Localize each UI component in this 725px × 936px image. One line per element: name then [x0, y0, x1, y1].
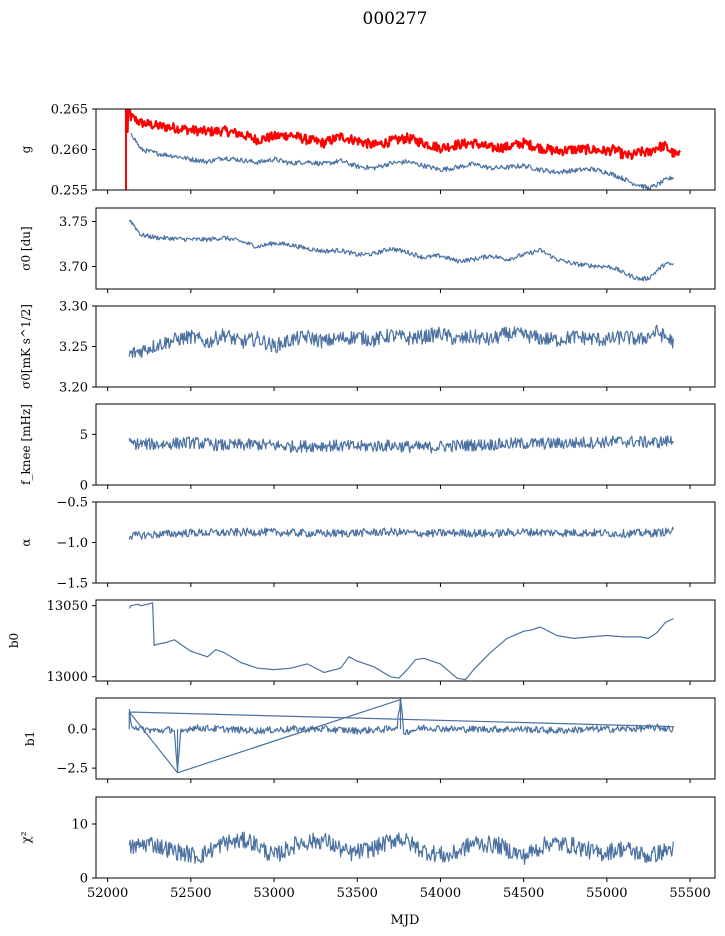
y-tick-label: −0.5 — [56, 496, 88, 511]
y-tick-label: 3.75 — [59, 215, 88, 230]
y-axis-label: b1 — [23, 731, 37, 746]
series-line-4-1 — [128, 435, 674, 454]
x-tick-label: 52000 — [87, 886, 128, 901]
axes-frame — [95, 207, 716, 290]
panel-2: 3.70 3.75 σ0 [du] — [19, 207, 716, 293]
panel-6: 13000 13050 b0 — [7, 599, 716, 685]
y-axis-label: f_knee [mHz] — [19, 404, 33, 485]
series-line-2-1 — [128, 219, 674, 282]
y-tick-label: −1.5 — [56, 577, 88, 592]
panel-4: 0 5 f_knee [mHz] — [19, 403, 716, 494]
y-axis-label: b0 — [7, 633, 21, 648]
y-tick-label: 3.30 — [59, 300, 88, 315]
y-tick-label: −2.5 — [56, 762, 88, 777]
x-tick-label: 53500 — [337, 886, 378, 901]
series-line-7-1 — [128, 698, 675, 774]
y-tick-label: 0.255 — [51, 184, 88, 199]
panel-5: −1.5 −1.0 −0.5 α — [19, 496, 716, 592]
axes-frame — [95, 697, 716, 780]
axes-frame — [95, 796, 716, 879]
x-tick-label: 55500 — [669, 886, 710, 901]
y-tick-label: 0 — [80, 479, 88, 494]
figure-title: 000277 — [363, 9, 428, 29]
y-tick-label: −1.0 — [56, 536, 88, 551]
y-tick-label: 10 — [71, 818, 88, 833]
series-line-6-1 — [128, 602, 674, 681]
y-tick-label: 3.20 — [59, 381, 88, 396]
series-line-8-1 — [128, 831, 674, 866]
panel-1: 0.255 0.260 0.265 g — [19, 103, 716, 199]
panel-7: −2.5 0.0 b1 — [23, 697, 716, 783]
axes-frame — [95, 599, 716, 682]
y-axis-label: σ0 [du] — [19, 226, 33, 270]
y-tick-label: 13050 — [47, 599, 88, 614]
axes-frame — [95, 305, 716, 388]
y-tick-label: 0.265 — [51, 103, 88, 118]
x-tick-label: 54000 — [420, 886, 461, 901]
panel-3: 3.20 3.25 3.30 σ0[mK s^1/2] — [19, 300, 716, 396]
y-axis-label: χ² — [19, 831, 33, 843]
y-axis-label: g — [19, 145, 33, 153]
y-tick-label: 13000 — [47, 670, 88, 685]
series-line-3-1 — [128, 324, 674, 359]
series-line-5-1 — [128, 526, 674, 541]
y-tick-label: 0 — [80, 872, 88, 887]
y-tick-label: 0.260 — [51, 143, 88, 158]
series-line-1-2 — [130, 132, 674, 190]
y-tick-label: 3.25 — [59, 340, 88, 355]
x-tick-label: 53000 — [253, 886, 294, 901]
y-axis-label: σ0[mK s^1/2] — [19, 304, 33, 389]
axes-frame — [95, 403, 716, 486]
x-tick-label: 54500 — [503, 886, 544, 901]
series-line-1-1 — [124, 109, 681, 160]
axes-frame — [95, 501, 716, 584]
y-tick-label: 3.70 — [59, 260, 88, 275]
x-tick-label: 55000 — [586, 886, 627, 901]
y-tick-label: 5 — [80, 428, 88, 443]
x-tick-label: 52500 — [170, 886, 211, 901]
x-axis-label: MJD — [391, 913, 420, 928]
y-tick-label: 0.0 — [67, 723, 88, 738]
panel-8: 0 10 52000 52500 53000 53500 54000 54500 55000 55… — [19, 796, 716, 901]
y-axis-label: α — [19, 538, 33, 546]
